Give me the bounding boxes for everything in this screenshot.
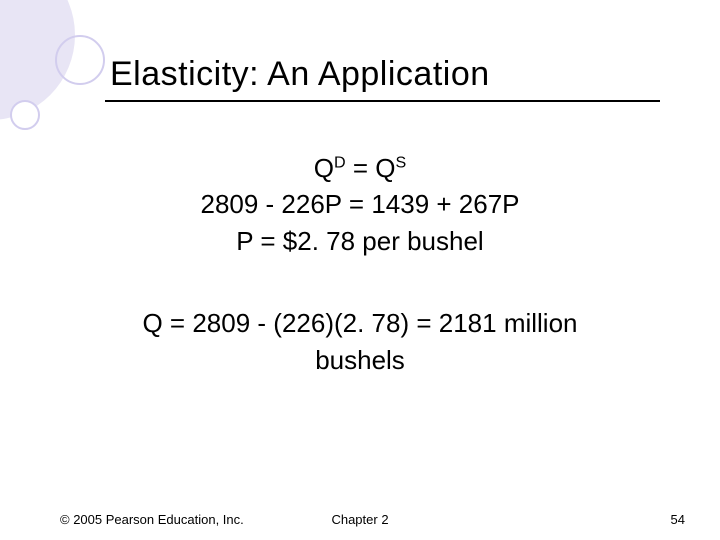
- footer-copyright: © 2005 Pearson Education, Inc.: [60, 512, 244, 527]
- eq1-eq-q: = Q: [346, 153, 396, 183]
- footer-page-number: 54: [671, 512, 685, 527]
- eq1-sup-d: D: [334, 153, 346, 171]
- equation-line-3: P = $2. 78 per bushel: [0, 223, 720, 259]
- eq1-q-left: Q: [314, 153, 334, 183]
- equation-line-1: QD = QS: [0, 150, 720, 186]
- equation-line-4: Q = 2809 - (226)(2. 78) = 2181 million: [0, 305, 720, 341]
- eq1-sup-s: S: [395, 153, 406, 171]
- slide-content: QD = QS 2809 - 226P = 1439 + 267P P = $2…: [0, 150, 720, 378]
- title-underline: [105, 100, 660, 102]
- decor-circle-outline-1: [55, 35, 105, 85]
- decor-circle-outline-2: [10, 100, 40, 130]
- equation-line-2: 2809 - 226P = 1439 + 267P: [0, 186, 720, 222]
- slide-title: Elasticity: An Application: [110, 55, 490, 94]
- equation-line-5: bushels: [0, 342, 720, 378]
